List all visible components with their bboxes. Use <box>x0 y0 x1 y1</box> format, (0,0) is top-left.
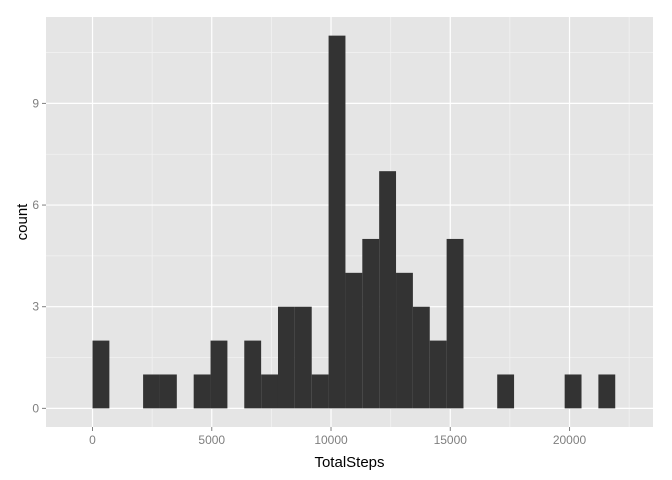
histogram-bar <box>412 306 430 409</box>
histogram-bar <box>193 374 211 409</box>
histogram-bar <box>143 374 160 409</box>
x-tick-label: 0 <box>89 433 96 447</box>
y-axis: 0 3 6 9 <box>32 96 46 415</box>
y-tick-label: 0 <box>32 401 39 415</box>
histogram-bars <box>92 35 616 409</box>
y-tick-label: 3 <box>32 300 39 314</box>
y-tick-label: 6 <box>32 198 39 212</box>
histogram-bar <box>429 340 447 409</box>
x-tick-label: 20000 <box>553 433 587 447</box>
histogram-bar <box>497 374 515 409</box>
histogram-bar <box>379 171 397 409</box>
histogram-bar <box>294 306 312 409</box>
y-tick-label: 9 <box>32 96 39 110</box>
histogram-bar <box>598 374 616 409</box>
histogram-bar <box>345 272 363 409</box>
y-axis-title: count <box>14 203 31 241</box>
histogram-bar <box>277 306 295 409</box>
histogram-bar <box>328 35 346 409</box>
histogram-bar <box>210 340 228 409</box>
x-axis: 0 5000 10000 15000 20000 <box>89 427 587 447</box>
x-tick-label: 5000 <box>198 433 225 447</box>
histogram-bar <box>244 340 262 409</box>
histogram-bar <box>446 238 464 409</box>
histogram-bar <box>261 374 278 409</box>
histogram-bar <box>396 272 413 409</box>
histogram-bar <box>362 238 380 409</box>
histogram-bar <box>564 374 582 409</box>
x-axis-title: TotalSteps <box>314 454 384 471</box>
histogram-bar <box>311 374 329 409</box>
x-tick-label: 10000 <box>314 433 348 447</box>
histogram-bar <box>92 340 110 409</box>
x-tick-label: 15000 <box>434 433 468 447</box>
histogram-bar <box>159 374 177 409</box>
